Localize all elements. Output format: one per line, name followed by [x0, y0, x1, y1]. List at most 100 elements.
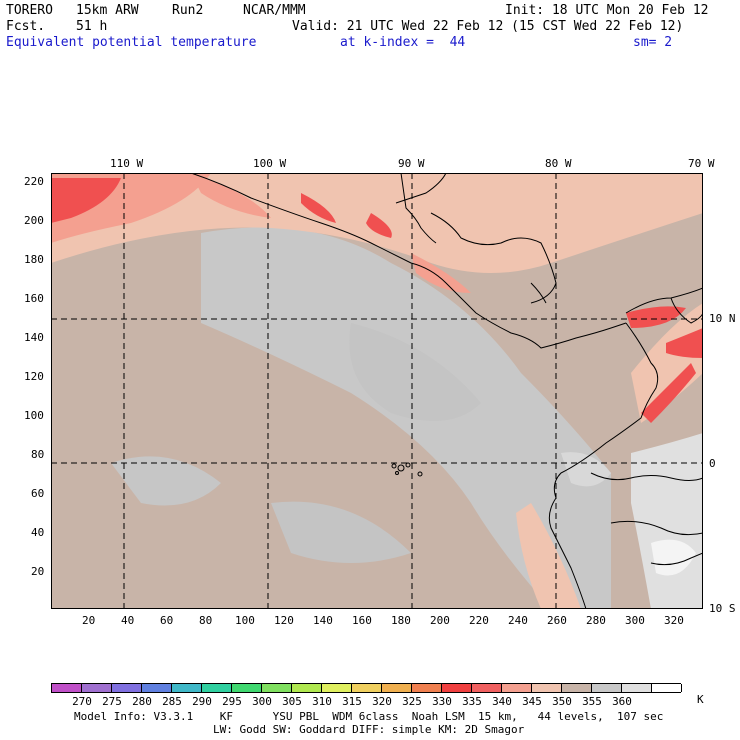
- colorbar-label: 275: [102, 695, 122, 708]
- x-tick-140: 140: [313, 614, 333, 627]
- colorbar-unit: K: [697, 693, 704, 706]
- colorbar-swatch: [112, 684, 142, 692]
- x-tick-20: 20: [82, 614, 96, 627]
- colorbar-swatch: [442, 684, 472, 692]
- lat-label-10s: 10 S: [709, 602, 736, 615]
- colorbar-label: 295: [222, 695, 242, 708]
- colorbar-swatch: [352, 684, 382, 692]
- x-tick-200: 200: [430, 614, 450, 627]
- x-tick-180: 180: [391, 614, 411, 627]
- x-tick-40: 40: [121, 614, 135, 627]
- physics-info: LW: Godd SW: Goddard DIFF: simple KM: 2D…: [213, 723, 525, 736]
- warm-hot-north: [301, 193, 336, 223]
- x-tick-120: 120: [274, 614, 294, 627]
- colorbar-label: 300: [252, 695, 272, 708]
- colorbar-label: 355: [582, 695, 602, 708]
- x-tick-220: 220: [469, 614, 489, 627]
- y-tick-100: 100: [24, 409, 44, 422]
- y-tick-20: 20: [31, 565, 45, 578]
- coastlines: [190, 173, 703, 609]
- lon-label-100w: 100 W: [253, 157, 287, 170]
- colorbar-label: 285: [162, 695, 182, 708]
- y-tick-40: 40: [31, 526, 45, 539]
- colorbar-label: 345: [522, 695, 542, 708]
- x-tick-100: 100: [235, 614, 255, 627]
- warm-hot-ridge: [641, 363, 696, 423]
- org-label: NCAR/MMM: [243, 3, 306, 18]
- y-tick-140: 140: [24, 331, 44, 344]
- colorbar-label: 330: [432, 695, 452, 708]
- smoothing-label: sm= 2: [633, 35, 673, 50]
- lon-label-80w: 80 W: [545, 157, 572, 170]
- graticule: [51, 173, 703, 609]
- colorbar-label: 280: [132, 695, 152, 708]
- map-frame: [51, 173, 703, 609]
- colorbar-label: 290: [192, 695, 212, 708]
- cool-region-1: [201, 227, 611, 609]
- init-time: Init: 18 UTC Mon 20 Feb 12: [505, 3, 709, 18]
- colorbar-swatch: [202, 684, 232, 692]
- colorbar-label: 315: [342, 695, 362, 708]
- lat-label-0: 0: [709, 457, 716, 470]
- warm-coastal-south: [516, 503, 581, 609]
- colorbar-label: 310: [312, 695, 332, 708]
- colorbar-label: 335: [462, 695, 482, 708]
- warm-land-ne: [631, 303, 703, 423]
- resolution-label: 15km ARW: [76, 3, 139, 18]
- colorbar-swatch: [412, 684, 442, 692]
- y-tick-200: 200: [24, 214, 44, 227]
- x-tick-320: 320: [664, 614, 684, 627]
- colorbar-label: 305: [282, 695, 302, 708]
- field-name: Equivalent potential temperature: [6, 35, 257, 50]
- colorbar-swatch: [322, 684, 352, 692]
- colorbar-swatch: [532, 684, 562, 692]
- colorbar-swatch: [562, 684, 592, 692]
- forecast-hour: 51 h: [76, 19, 108, 34]
- map-canvas: [51, 173, 703, 609]
- lon-label-110w: 110 W: [110, 157, 144, 170]
- colorbar-label: 360: [612, 695, 632, 708]
- colorbar-swatch: [142, 684, 172, 692]
- y-tick-60: 60: [31, 487, 45, 500]
- warm-mid-north: [191, 173, 271, 218]
- colorbar-swatch: [262, 684, 292, 692]
- warm-hot-spot: [366, 213, 392, 238]
- colorbar-label: 325: [402, 695, 422, 708]
- colorbar-label: 270: [72, 695, 92, 708]
- cool-region-4: [271, 501, 411, 563]
- colorbar-swatch: [292, 684, 322, 692]
- y-tick-120: 120: [24, 370, 44, 383]
- lon-label-90w: 90 W: [398, 157, 425, 170]
- colorbar-label: 350: [552, 695, 572, 708]
- model-info: Model Info: V3.3.1 KF YSU PBL WDM 6class…: [74, 710, 664, 723]
- x-tick-60: 60: [160, 614, 174, 627]
- valid-time: Valid: 21 UTC Wed 22 Feb 12 (15 CST Wed …: [292, 19, 684, 34]
- colorbar-swatch: [232, 684, 262, 692]
- x-tick-240: 240: [508, 614, 528, 627]
- model-name: TORERO: [6, 3, 53, 18]
- colorbar-label: 320: [372, 695, 392, 708]
- x-tick-160: 160: [352, 614, 372, 627]
- run-label: Run2: [172, 3, 204, 18]
- colorbar-swatch: [652, 684, 682, 692]
- x-tick-260: 260: [547, 614, 567, 627]
- colorbar-label: 340: [492, 695, 512, 708]
- lon-label-70w: 70 W: [688, 157, 715, 170]
- colorbar-swatch: [502, 684, 532, 692]
- land-white-patch: [651, 539, 696, 576]
- y-tick-220: 220: [24, 175, 44, 188]
- y-tick-160: 160: [24, 292, 44, 305]
- colorbar-swatch: [622, 684, 652, 692]
- cool-region-2: [349, 323, 481, 421]
- warm-mid-central-am: [411, 253, 471, 293]
- lat-label-10n: 10 N: [709, 312, 736, 325]
- land-gray-patch: [561, 452, 611, 487]
- colorbar-swatch: [172, 684, 202, 692]
- x-tick-280: 280: [586, 614, 606, 627]
- warm-hot-venezuela: [626, 306, 686, 328]
- theta-e-map: [51, 173, 703, 609]
- colorbar-swatch: [82, 684, 112, 692]
- y-tick-180: 180: [24, 253, 44, 266]
- y-tick-80: 80: [31, 448, 45, 461]
- x-tick-80: 80: [199, 614, 213, 627]
